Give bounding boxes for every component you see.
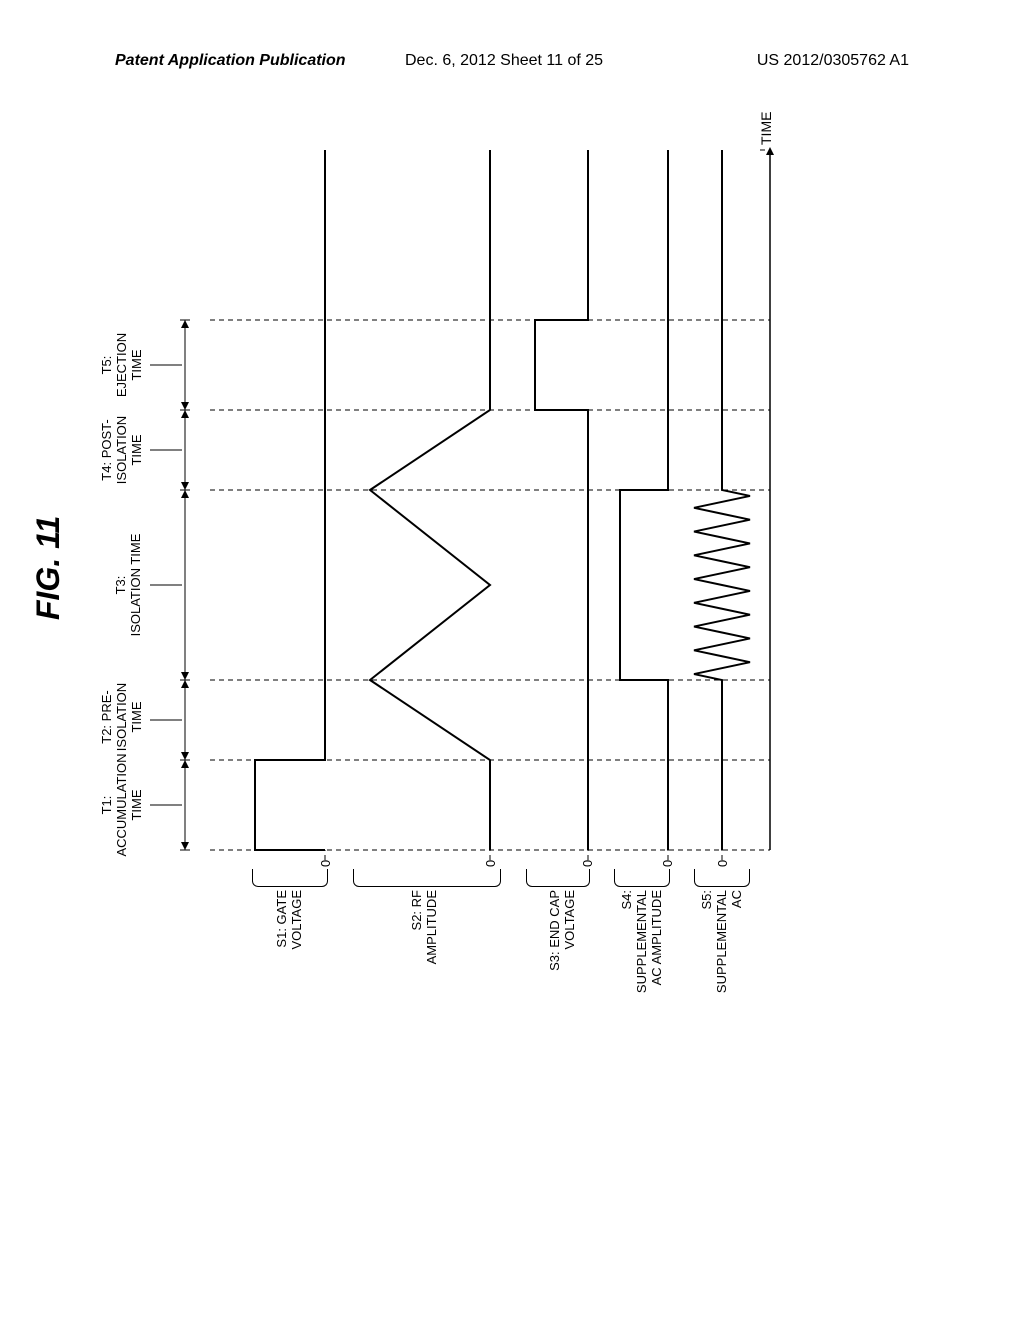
figure-container: FIG. 11 T1: ACCUMULATION TIME T2: PRE- I… <box>60 280 960 1020</box>
diagram-svg <box>90 120 790 1020</box>
header-right: US 2012/0305762 A1 <box>757 52 909 70</box>
figure-title: FIG. 11 <box>30 516 67 620</box>
header-left: Patent Application Publication <box>115 52 346 70</box>
timing-diagram: T1: ACCUMULATION TIME T2: PRE- ISOLATION… <box>90 120 770 1020</box>
header-center: Dec. 6, 2012 Sheet 11 of 25 <box>405 52 603 70</box>
